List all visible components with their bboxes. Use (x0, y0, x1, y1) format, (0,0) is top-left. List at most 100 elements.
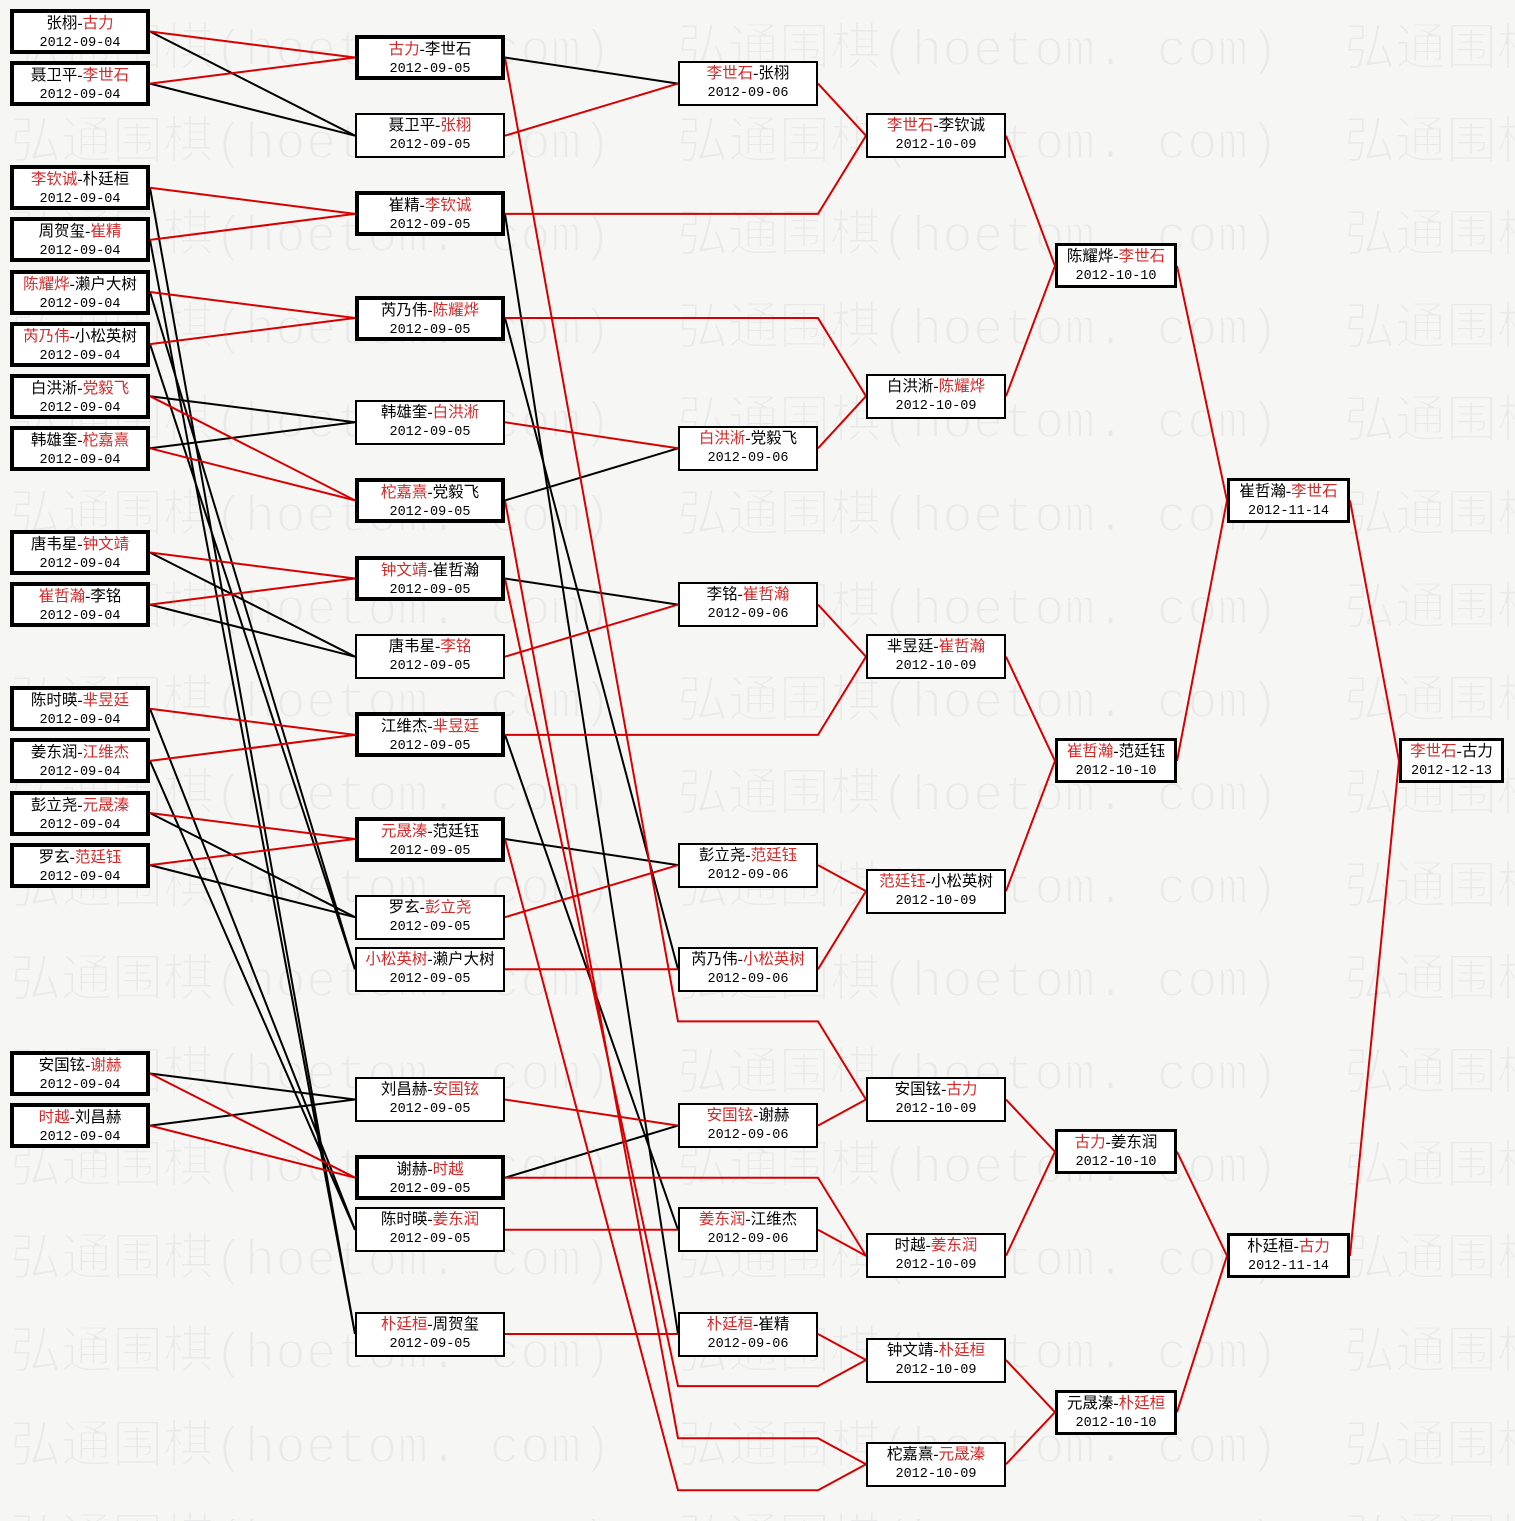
watermark-text: 弘通围棋(hoetom. com) (9, 955, 613, 1012)
match-box-D6[interactable]: 时越-姜东润 2012-10-09 (866, 1233, 1006, 1279)
player2-name: 彭立尧 (424, 898, 472, 916)
match-box-E2[interactable]: 崔哲瀚-范廷钰 2012-10-10 (1055, 738, 1177, 784)
vs-dash: - (745, 846, 751, 864)
match-box-B6[interactable]: 柁嘉熹-党毅飞 2012-09-05 (355, 477, 505, 523)
match-box-D8[interactable]: 柁嘉熹-元晟溱 2012-10-09 (866, 1441, 1006, 1487)
match-box-A14[interactable]: 罗玄-范廷钰 2012-09-04 (10, 842, 150, 888)
match-title: 姜东润-江维杰 (680, 1210, 816, 1230)
player1-name: 朴廷桓 (706, 1315, 754, 1333)
player2-name: 李世石 (1118, 248, 1166, 266)
match-box-A4[interactable]: 周贺玺-崔精 2012-09-04 (10, 217, 150, 263)
match-date: 2012-10-09 (895, 659, 977, 675)
match-title: 姜东润-江维杰 (14, 743, 146, 763)
match-box-B15[interactable]: 陈时暎-姜东润 2012-09-05 (355, 1207, 505, 1253)
vs-dash: - (77, 379, 83, 397)
match-box-A5[interactable]: 陈耀烨-濑户大树 2012-09-04 (10, 269, 150, 315)
match-title: 时越-姜东润 (868, 1236, 1004, 1256)
match-box-C8[interactable]: 朴廷桓-崔精 2012-09-06 (678, 1311, 818, 1357)
player1-name: 陈耀烨 (23, 275, 70, 293)
match-box-D5[interactable]: 安国铉-古力 2012-10-09 (866, 1077, 1006, 1123)
match-box-F2[interactable]: 朴廷桓-古力 2012-11-14 (1227, 1233, 1350, 1279)
match-box-B16[interactable]: 朴廷桓-周贺玺 2012-09-05 (355, 1311, 505, 1357)
match-box-A12[interactable]: 姜东润-江维杰 2012-09-04 (10, 738, 150, 784)
match-box-A9[interactable]: 唐韦星-钟文靖 2012-09-04 (10, 530, 150, 575)
match-date: 2012-09-05 (389, 919, 471, 935)
player1-name: 白洪淅 (698, 429, 746, 447)
connection-B5-C2 (504, 421, 679, 450)
watermark-text: 弘通围棋(hoetom. com) (9, 1234, 613, 1292)
match-box-C1[interactable]: 李世石-张栩 2012-09-06 (678, 61, 818, 107)
match-box-B7[interactable]: 钟文靖-崔哲瀚 2012-09-05 (355, 556, 505, 602)
match-box-A8[interactable]: 韩雄奎-柁嘉熹 2012-09-04 (10, 425, 150, 471)
connection-A7-B6 (149, 395, 356, 502)
connection-A2-B2 (149, 82, 356, 137)
match-box-A15[interactable]: 安国铉-谢赫 2012-09-04 (10, 1051, 150, 1096)
match-box-D1[interactable]: 李世石-李钦诚 2012-10-09 (866, 113, 1006, 159)
match-box-A7[interactable]: 白洪淅-党毅飞 2012-09-04 (10, 373, 150, 419)
player1-name: 安国铉 (706, 1107, 754, 1125)
match-box-B2[interactable]: 聂卫平-张栩 2012-09-05 (355, 113, 505, 159)
player1-name: 陈时暎 (380, 1211, 428, 1229)
match-box-B14[interactable]: 谢赫-时越 2012-09-05 (355, 1155, 505, 1201)
match-title: 崔哲瀚-李世石 (1230, 482, 1347, 502)
match-box-G1[interactable]: 李世石-古力 2012-12-13 (1399, 738, 1504, 784)
match-box-D4[interactable]: 范廷钰-小松英树 2012-10-09 (866, 868, 1006, 914)
match-box-B8[interactable]: 唐韦星-李铭 2012-09-05 (355, 634, 505, 680)
watermark-text: 弘通围棋(hoetom. com) (9, 117, 613, 175)
player1-name: 聂卫平 (388, 117, 436, 135)
vs-dash: - (427, 1315, 433, 1333)
player1-name: 安国铉 (38, 1057, 86, 1074)
match-box-C4[interactable]: 彭立尧-范廷钰 2012-09-06 (678, 842, 818, 888)
match-box-C7[interactable]: 姜东润-江维杰 2012-09-06 (678, 1207, 818, 1253)
match-box-B5[interactable]: 韩雄奎-白洪淅 2012-09-05 (355, 399, 505, 445)
match-box-A1[interactable]: 张栩-古力 2012-09-04 (10, 9, 150, 54)
match-box-A16[interactable]: 时越-刘昌赫 2012-09-04 (10, 1103, 150, 1149)
match-box-A11[interactable]: 陈时暎-芈昱廷 2012-09-04 (10, 686, 150, 732)
match-box-F1[interactable]: 崔哲瀚-李世石 2012-11-14 (1227, 477, 1350, 523)
match-box-B10[interactable]: 元晟溱-范廷钰 2012-09-05 (355, 816, 505, 862)
match-box-B11[interactable]: 罗玄-彭立尧 2012-09-05 (355, 894, 505, 940)
match-box-E4[interactable]: 元晟溱-朴廷桓 2012-10-10 (1055, 1389, 1177, 1435)
player2-name: 谢赫 (758, 1107, 790, 1125)
match-box-B1[interactable]: 古力-李世石 2012-09-05 (355, 35, 505, 81)
match-box-A3[interactable]: 李钦诚-朴廷桓 2012-09-04 (10, 165, 150, 211)
watermark-text: 弘通围棋(hoetom. com) (1343, 1234, 1515, 1292)
player1-name: 芮乃伟 (23, 327, 70, 345)
match-title: 周贺玺-崔精 (14, 222, 146, 242)
connection-A6-B4 (149, 317, 356, 346)
match-box-B9[interactable]: 江维杰-芈昱廷 2012-09-05 (355, 712, 505, 758)
connection-A14-B10 (149, 838, 356, 867)
match-box-D7[interactable]: 钟文靖-朴廷桓 2012-10-09 (866, 1337, 1006, 1383)
match-box-B13[interactable]: 刘昌赫-安国铉 2012-09-05 (355, 1077, 505, 1123)
match-title: 陈耀烨-李世石 (1058, 247, 1174, 267)
match-box-C5[interactable]: 芮乃伟-小松英树 2012-09-06 (678, 946, 818, 992)
match-box-B3[interactable]: 崔精-李钦诚 2012-09-05 (355, 191, 505, 237)
connection-D8-E4 (1005, 1411, 1056, 1465)
match-box-D2[interactable]: 白洪淅-陈耀烨 2012-10-09 (866, 373, 1006, 419)
match-title: 范廷钰-小松英树 (868, 872, 1004, 892)
connection-A5-B4 (149, 291, 356, 320)
match-box-D3[interactable]: 芈昱廷-崔哲瀚 2012-10-09 (866, 634, 1006, 680)
connection-A4-B3 (149, 212, 356, 241)
match-box-E3[interactable]: 古力-姜东润 2012-10-10 (1055, 1129, 1177, 1175)
connection-D4-E2 (1005, 760, 1056, 892)
match-box-B4[interactable]: 芮乃伟-陈耀烨 2012-09-05 (355, 295, 505, 341)
match-box-A13[interactable]: 彭立尧-元晟溱 2012-09-04 (10, 790, 150, 836)
player1-name: 芮乃伟 (691, 950, 738, 968)
player2-name: 朴廷桓 (82, 171, 130, 189)
match-box-A6[interactable]: 芮乃伟-小松英树 2012-09-04 (10, 321, 150, 367)
watermark-text: 弘通围棋(hoetom. com) (9, 1516, 677, 1521)
match-box-C2[interactable]: 白洪淅-党毅飞 2012-09-06 (678, 425, 818, 471)
match-box-C6[interactable]: 安国铉-谢赫 2012-09-06 (678, 1103, 818, 1149)
match-title: 朴廷桓-周贺玺 (357, 1315, 503, 1335)
match-date: 2012-10-10 (1075, 764, 1157, 780)
match-box-C3[interactable]: 李铭-崔哲瀚 2012-09-06 (678, 582, 818, 628)
watermark-row: 弘通围棋(hoetom. com) 弘通围棋(hoetom. com) 弘通围棋(h… (0, 1143, 1515, 1196)
match-box-A2[interactable]: 聂卫平-李世石 2012-09-04 (10, 61, 150, 107)
match-box-B12[interactable]: 小松英树-濑户大树 2012-09-05 (355, 946, 505, 992)
player2-name: 小松英树 (930, 872, 993, 890)
vs-dash: - (427, 1161, 433, 1179)
player1-name: 元晟溱 (380, 822, 428, 840)
match-box-E1[interactable]: 陈耀烨-李世石 2012-10-10 (1055, 243, 1177, 289)
match-box-A10[interactable]: 崔哲瀚-李铭 2012-09-04 (10, 582, 150, 628)
